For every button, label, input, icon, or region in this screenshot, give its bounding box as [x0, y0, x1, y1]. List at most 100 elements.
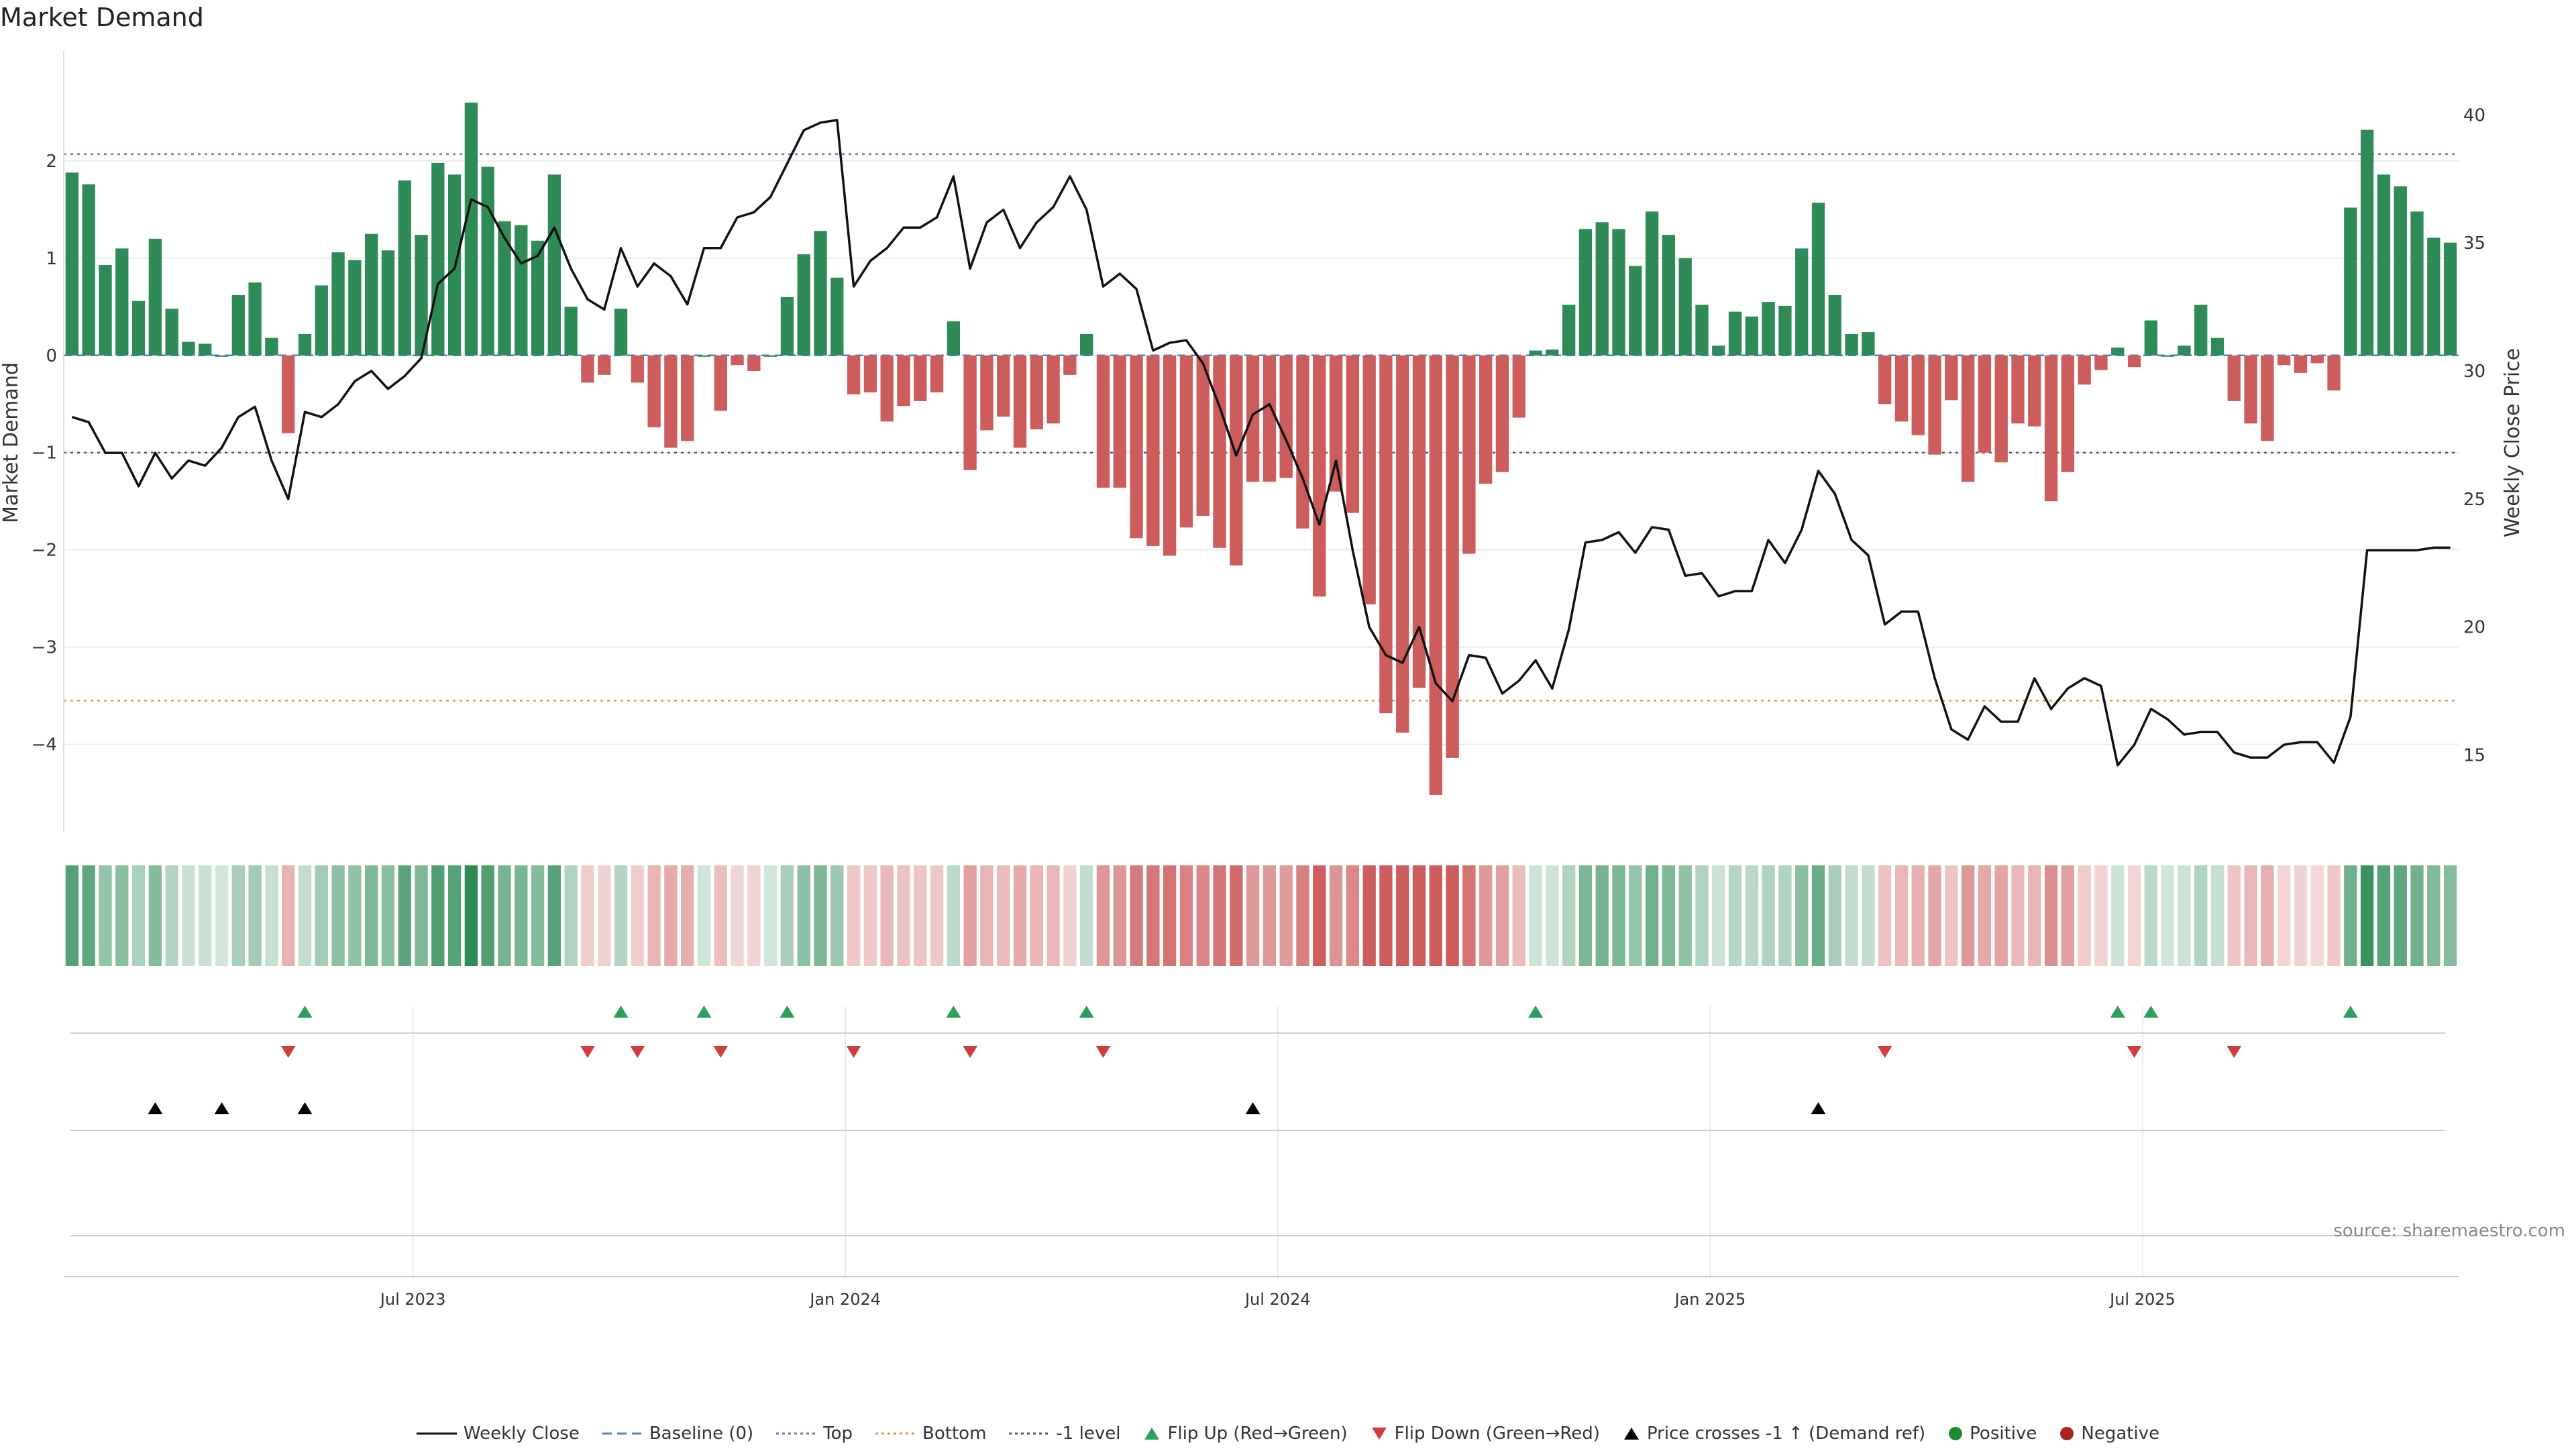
flip-down-marker: [1877, 1046, 1892, 1058]
heat-cell: [131, 865, 146, 966]
circle-red-icon: [2060, 1427, 2074, 1440]
flip-up-marker: [946, 1006, 961, 1018]
heat-cell: [1346, 865, 1360, 966]
demand-bar: [1329, 355, 1343, 492]
demand-bar: [265, 337, 278, 356]
demand-bar: [82, 184, 95, 356]
heat-cell: [963, 865, 977, 966]
heat-cell: [1529, 865, 1542, 966]
heat-cell: [2210, 865, 2224, 966]
demand-bar: [364, 233, 378, 356]
legend-label: Flip Down (Green→Red): [1394, 1424, 1600, 1444]
heat-cell: [2161, 865, 2174, 966]
y-axis-title: Market Demand: [0, 362, 23, 523]
demand-bar: [1911, 355, 1925, 435]
heat-cell: [1030, 865, 1043, 966]
heat-cell: [99, 865, 112, 966]
demand-bar: [348, 260, 362, 356]
demand-bar: [1230, 355, 1243, 566]
legend-dotted-minus-one-icon: [1009, 1432, 1050, 1435]
heat-cell: [897, 865, 910, 966]
demand-bar: [2294, 355, 2308, 373]
heat-cell: [115, 865, 129, 966]
price-cross-marker: [1245, 1102, 1260, 1114]
demand-bar: [2427, 237, 2440, 356]
heat-cell: [2227, 865, 2241, 966]
heat-cell: [2028, 865, 2041, 966]
demand-bar: [1396, 355, 1409, 733]
heat-cell: [631, 865, 644, 966]
demand-bar: [199, 343, 212, 356]
signal-markers: [70, 1006, 2445, 1236]
reference-lines: [64, 153, 2459, 702]
heat-cell: [231, 865, 245, 966]
heat-cell: [2078, 865, 2091, 966]
price-cross-marker: [214, 1102, 229, 1114]
heat-cell: [664, 865, 678, 966]
demand-bar: [531, 240, 545, 356]
legend: Weekly Close Baseline (0) Top Bottom -1 …: [0, 1424, 2576, 1444]
demand-bar: [1778, 305, 1792, 356]
flip-down-marker: [2127, 1046, 2142, 1058]
flip-down-marker: [713, 1046, 729, 1058]
y-tick-label: −3: [32, 638, 57, 658]
demand-bar: [1862, 332, 1875, 356]
demand-bar: [963, 355, 977, 470]
demand-bar: [1246, 355, 1260, 482]
demand-bar: [1479, 355, 1493, 484]
heat-cell: [2294, 865, 2308, 966]
demand-bar: [747, 355, 761, 371]
demand-bar: [664, 355, 678, 448]
legend-label: Negative: [2081, 1424, 2160, 1444]
heat-cell: [1046, 865, 1060, 966]
legend-label: Bottom: [922, 1424, 987, 1444]
heat-cell: [2044, 865, 2058, 966]
heat-cell: [364, 865, 378, 966]
heat-cell: [547, 865, 561, 966]
demand-bar: [515, 225, 528, 356]
heat-cell: [1978, 865, 1992, 966]
heat-cell: [2194, 865, 2208, 966]
demand-bar: [1495, 355, 1509, 472]
heat-cell: [763, 865, 777, 966]
heat-cell: [2244, 865, 2257, 966]
x-tick-label: Jul 2025: [2108, 1290, 2176, 1309]
heat-cell: [947, 865, 961, 966]
demand-bar: [2161, 355, 2174, 357]
demand-bars: [65, 102, 2457, 795]
heat-cell: [515, 865, 528, 966]
flip-up-marker: [2143, 1006, 2159, 1018]
heat-cell: [65, 865, 79, 966]
flip-down-marker: [630, 1046, 645, 1058]
demand-bar: [930, 355, 944, 392]
heat-cell: [1894, 865, 1909, 966]
heat-cell: [847, 865, 861, 966]
demand-bar: [714, 355, 727, 411]
heat-cell: [381, 865, 395, 966]
triangle-up-black-icon: [1623, 1428, 1639, 1440]
flip-up-marker: [780, 1006, 795, 1018]
demand-bar: [1096, 355, 1110, 488]
demand-bar: [780, 297, 794, 356]
heat-cell: [1130, 865, 1143, 966]
heat-cell: [1179, 865, 1193, 966]
demand-bar: [614, 309, 628, 356]
demand-bar: [731, 355, 744, 366]
flip-up-marker: [1528, 1006, 1544, 1018]
demand-bar: [947, 321, 961, 356]
demand-bar: [2178, 345, 2191, 356]
heat-cell: [1446, 865, 1459, 966]
demand-bar: [1063, 355, 1077, 375]
demand-bar: [1313, 355, 1326, 597]
legend-item-top: Top: [776, 1424, 853, 1444]
demand-bar: [1546, 350, 1559, 356]
demand-bar: [647, 355, 661, 428]
heat-cell: [2127, 865, 2141, 966]
demand-bar: [1362, 355, 1376, 604]
heat-cell: [697, 865, 711, 966]
heat-cell: [930, 865, 944, 966]
heat-cell: [1196, 865, 1210, 966]
heat-cell: [2377, 865, 2391, 966]
heat-cell: [2011, 865, 2025, 966]
